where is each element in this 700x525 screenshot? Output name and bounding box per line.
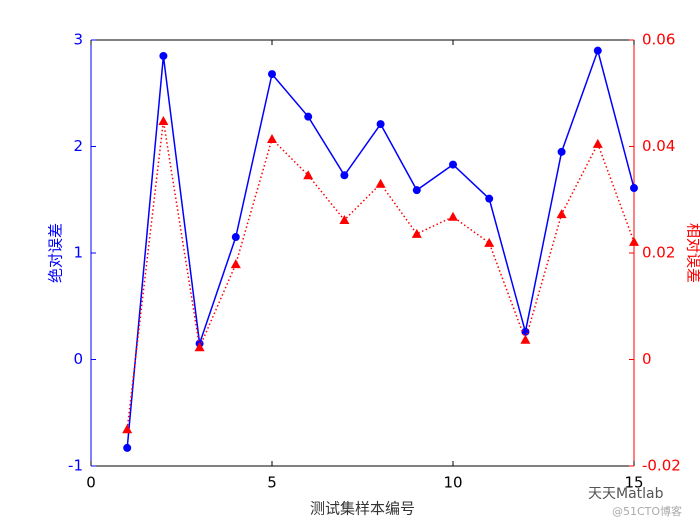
point: [123, 443, 132, 452]
point: [304, 112, 313, 121]
point: [449, 160, 457, 169]
point: [158, 115, 169, 125]
point: [557, 147, 566, 156]
y2-tick-label: 0.04: [642, 137, 675, 155]
point: [630, 184, 638, 193]
point: [520, 334, 531, 344]
point: [339, 214, 350, 224]
y-tick-label: 1: [73, 244, 83, 262]
y-tick-label: 3: [73, 31, 83, 49]
watermark: 天天Matlab: [588, 486, 664, 502]
point: [485, 194, 494, 203]
point: [376, 120, 385, 129]
y2-tick-label: 0: [642, 350, 652, 368]
point: [303, 170, 314, 180]
y2-tick-label: 0.02: [642, 244, 675, 262]
x-tick-label: 15: [624, 474, 643, 492]
y2-tick-label: 0.06: [642, 31, 675, 49]
y-tick-label: -1: [68, 457, 83, 475]
point: [267, 134, 277, 144]
point: [231, 233, 240, 242]
y2-axis-label: 相对误差: [685, 223, 700, 283]
point: [268, 70, 276, 79]
point: [556, 209, 567, 219]
watermark-sub: @51CTO博客: [612, 504, 682, 518]
point: [340, 171, 349, 180]
y-tick-label: 2: [73, 137, 83, 155]
x-tick-label: 5: [267, 474, 277, 492]
x-axis-label: 测试集样本编号: [310, 500, 415, 518]
point: [592, 138, 603, 148]
y-tick-label: 0: [73, 350, 83, 368]
point: [159, 51, 168, 60]
point: [448, 211, 458, 221]
point: [593, 46, 602, 55]
point: [411, 228, 422, 238]
x-tick-label: 0: [86, 474, 96, 492]
y-axis-label: 绝对误差: [47, 223, 65, 283]
point: [375, 178, 386, 188]
point: [629, 236, 639, 246]
point: [230, 259, 241, 269]
y2-tick-label: -0.02: [642, 457, 681, 475]
point: [122, 424, 133, 434]
series-line: [126, 48, 635, 448]
point: [484, 237, 495, 247]
x-tick-label: 10: [443, 474, 462, 492]
point: [194, 342, 205, 352]
point: [412, 186, 421, 195]
